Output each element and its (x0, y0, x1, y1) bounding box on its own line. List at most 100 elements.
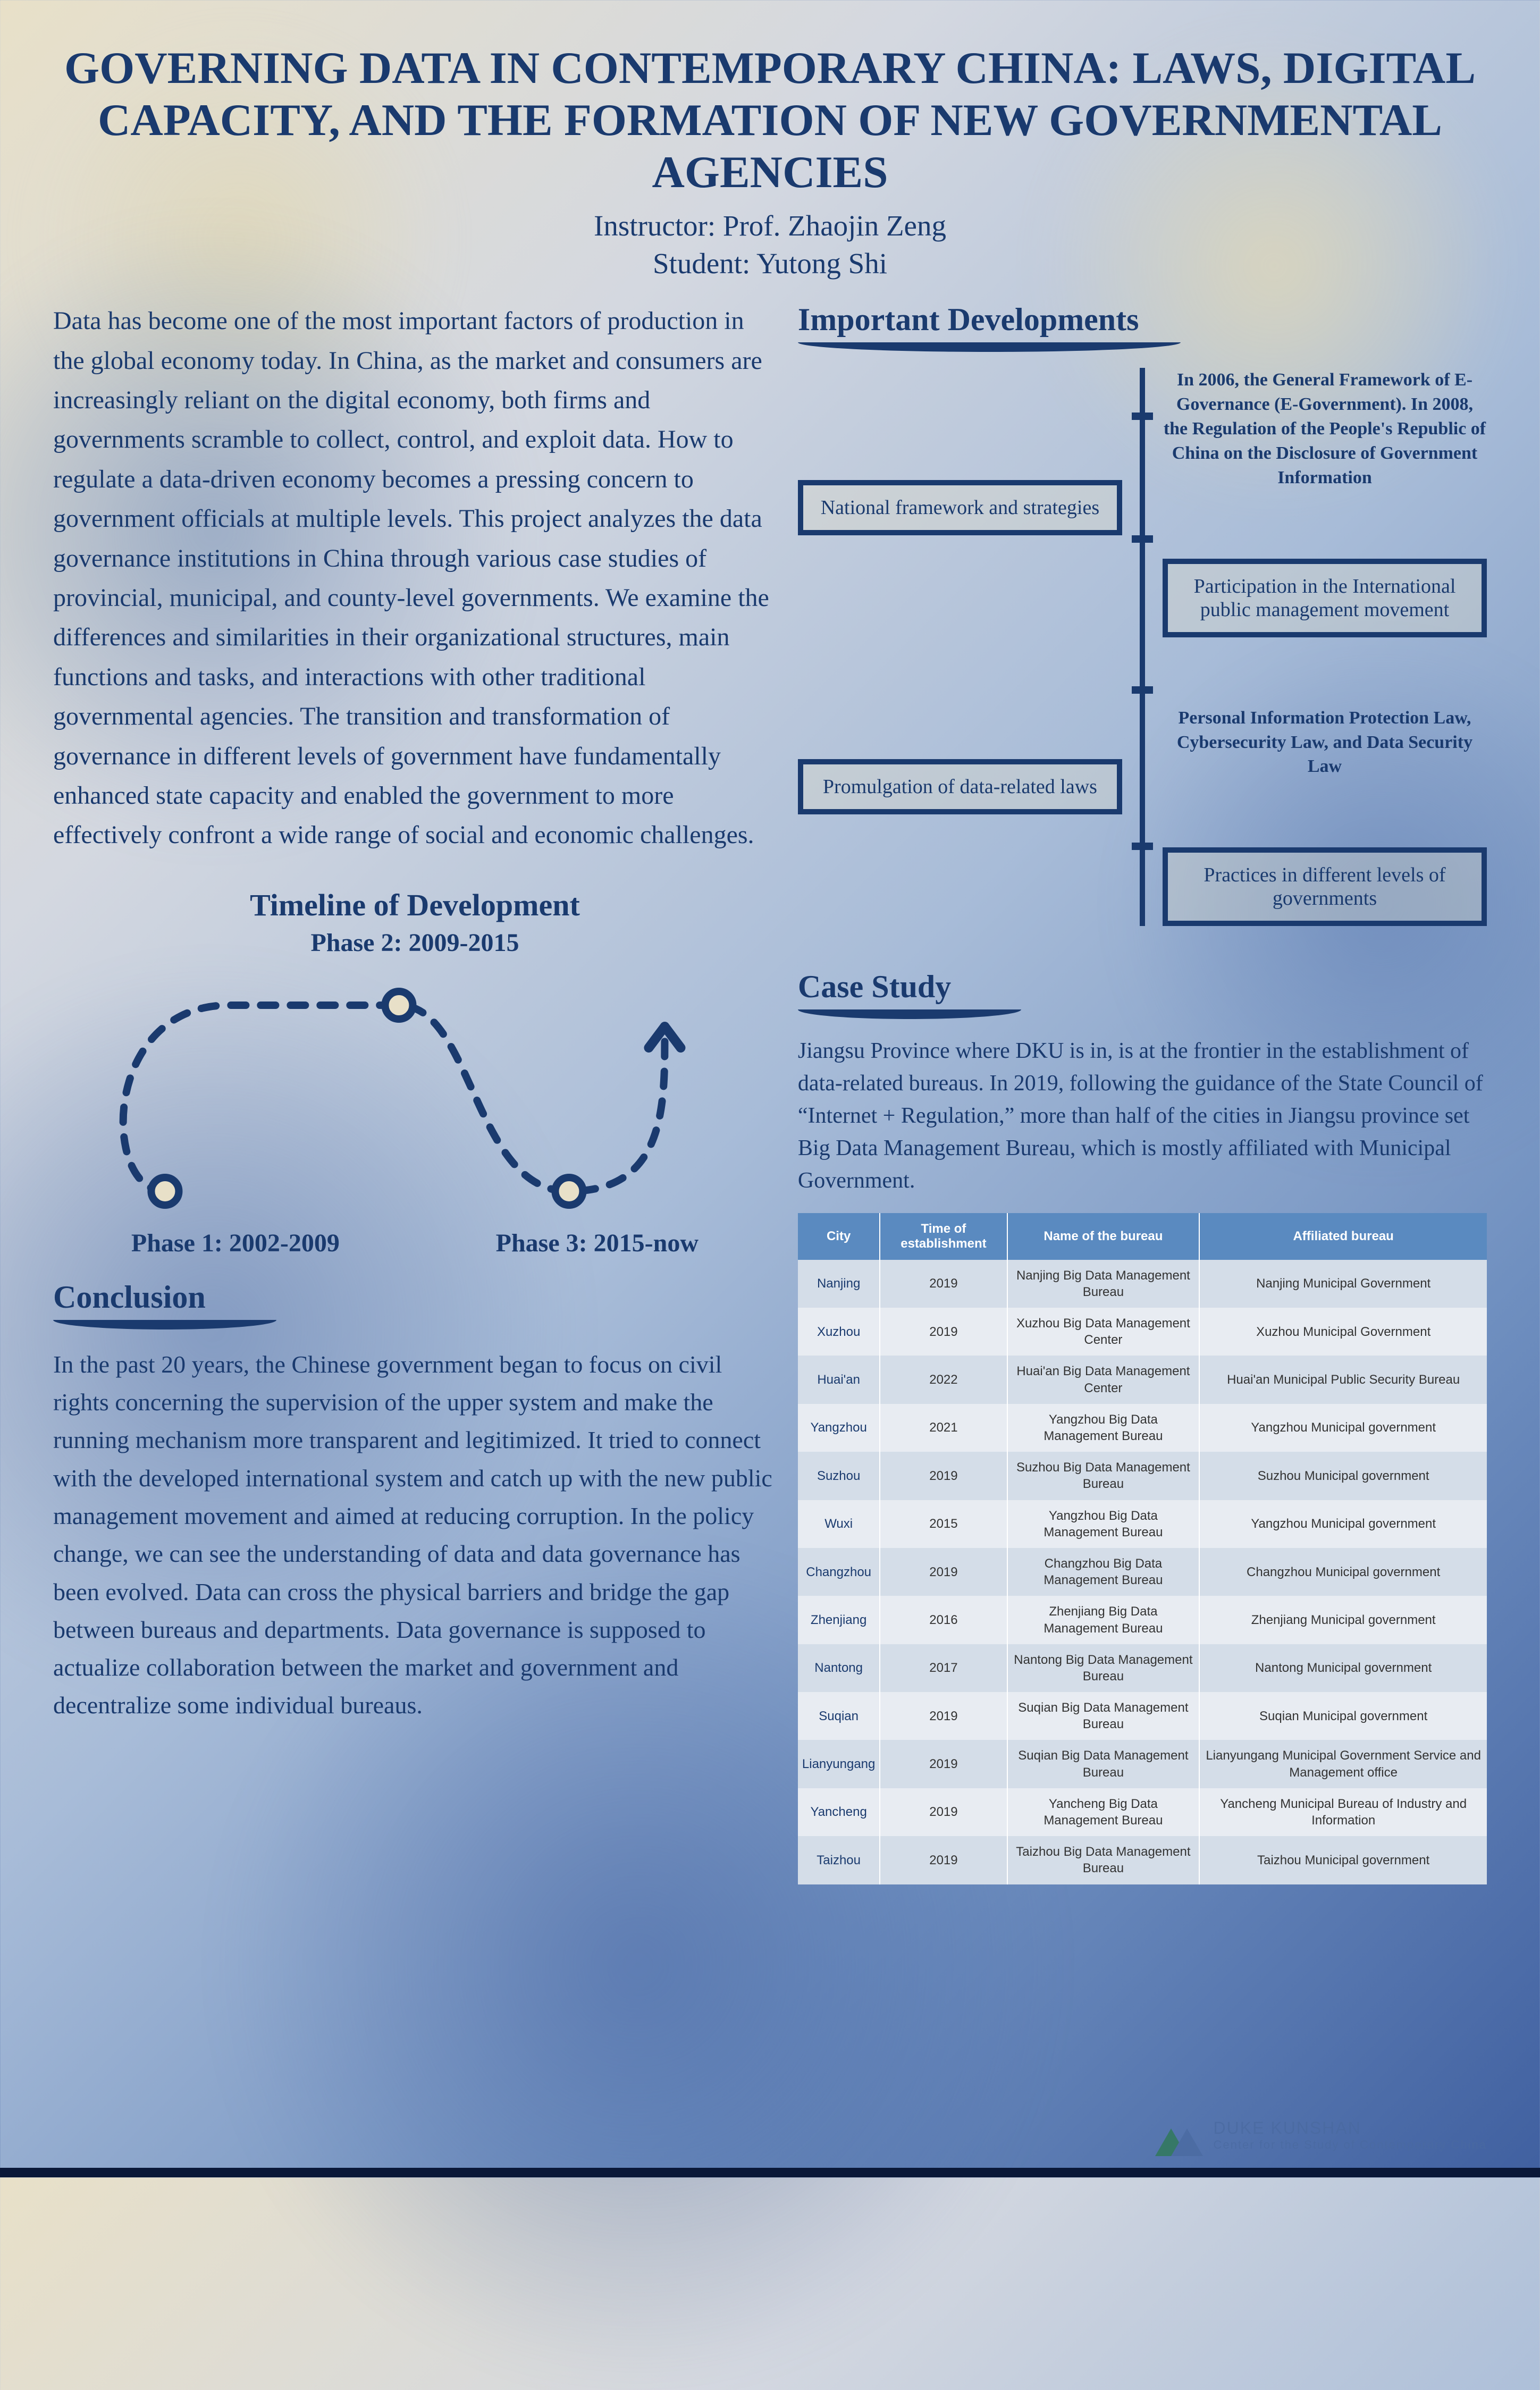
table-cell: 2019 (880, 1308, 1007, 1356)
table-header-cell: Name of the bureau (1007, 1213, 1200, 1260)
student-line: Student: Yutong Shi (53, 247, 1487, 280)
table-cell: Lianyungang (798, 1740, 880, 1788)
table-header-cell: City (798, 1213, 880, 1260)
table-cell: Taizhou Big Data Management Bureau (1007, 1836, 1200, 1884)
table-cell: Suzhou (798, 1452, 880, 1500)
timeline-curve (53, 973, 777, 1228)
timeline-phase-3: Phase 3: 2015-now (496, 1228, 699, 1258)
table-row: Yangzhou2021Yangzhou Big Data Management… (798, 1404, 1487, 1452)
dev-timeline-line (1138, 368, 1147, 926)
table-cell: Xuzhou (798, 1308, 880, 1356)
timeline-heading: Timeline of Development (53, 887, 777, 923)
table-cell: 2019 (880, 1260, 1007, 1308)
table-cell: 2022 (880, 1356, 1007, 1403)
case-text: Jiangsu Province where DKU is in, is at … (798, 1035, 1487, 1197)
instructor-line: Instructor: Prof. Zhaojin Zeng (53, 209, 1487, 242)
dev-box-practices: Practices in different levels of governm… (1163, 847, 1487, 926)
table-cell: 2016 (880, 1596, 1007, 1644)
bureau-table: CityTime of establishmentName of the bur… (798, 1213, 1487, 1884)
table-cell: Suqian (798, 1692, 880, 1740)
table-cell: 2017 (880, 1644, 1007, 1692)
institution-logo: DUKE KUNSHAN Center for the Study of Con… (1155, 2114, 1487, 2156)
table-cell: 2019 (880, 1452, 1007, 1500)
table-row: Nanjing2019Nanjing Big Data Management B… (798, 1260, 1487, 1308)
table-cell: Zhenjiang Municipal government (1199, 1596, 1487, 1644)
table-cell: Xuzhou Municipal Government (1199, 1308, 1487, 1356)
table-cell: Lianyungang Municipal Government Service… (1199, 1740, 1487, 1788)
table-row: Yancheng2019Yancheng Big Data Management… (798, 1788, 1487, 1836)
table-cell: Huai'an Municipal Public Security Bureau (1199, 1356, 1487, 1403)
table-cell: Changzhou (798, 1548, 880, 1596)
table-cell: Nantong (798, 1644, 880, 1692)
table-cell: Nantong Big Data Management Bureau (1007, 1644, 1200, 1692)
table-cell: Nanjing (798, 1260, 880, 1308)
case-heading: Case Study (798, 969, 1487, 1005)
table-cell: Wuxi (798, 1500, 880, 1548)
table-row: Changzhou2019Changzhou Big Data Manageme… (798, 1548, 1487, 1596)
underline-swoosh (53, 1320, 276, 1329)
timeline-phase-1: Phase 1: 2002-2009 (131, 1228, 340, 1258)
table-cell: Suqian Big Data Management Bureau (1007, 1740, 1200, 1788)
table-cell: Changzhou Big Data Management Bureau (1007, 1548, 1200, 1596)
table-cell: 2015 (880, 1500, 1007, 1548)
abstract-text: Data has become one of the most importan… (53, 301, 777, 855)
logo-line-1: DUKE KUNSHAN (1214, 2118, 1487, 2138)
table-cell: Changzhou Municipal government (1199, 1548, 1487, 1596)
table-cell: Zhenjiang (798, 1596, 880, 1644)
table-cell: Taizhou Municipal government (1199, 1836, 1487, 1884)
table-cell: Yangzhou (798, 1404, 880, 1452)
table-cell: Nanjing Big Data Management Bureau (1007, 1260, 1200, 1308)
table-cell: 2019 (880, 1548, 1007, 1596)
table-header-cell: Time of establishment (880, 1213, 1007, 1260)
table-cell: 2021 (880, 1404, 1007, 1452)
poster-title: GOVERNING DATA IN CONTEMPORARY CHINA: LA… (53, 43, 1487, 198)
table-cell: Nanjing Municipal Government (1199, 1260, 1487, 1308)
table-cell: Yancheng Big Data Management Bureau (1007, 1788, 1200, 1836)
logo-triangle-icon (1155, 2114, 1203, 2156)
underline-swoosh (798, 342, 1181, 352)
table-row: Taizhou2019Taizhou Big Data Management B… (798, 1836, 1487, 1884)
table-cell: Suzhou Municipal government (1199, 1452, 1487, 1500)
table-cell: Taizhou (798, 1836, 880, 1884)
conclusion-text: In the past 20 years, the Chinese govern… (53, 1345, 777, 1724)
table-header-cell: Affiliated bureau (1199, 1213, 1487, 1260)
table-row: Xuzhou2019Xuzhou Big Data Management Cen… (798, 1308, 1487, 1356)
table-cell: Zhenjiang Big Data Management Bureau (1007, 1596, 1200, 1644)
table-cell: Suqian Municipal government (1199, 1692, 1487, 1740)
timeline-phase-2: Phase 2: 2009-2015 (53, 928, 777, 957)
table-cell: Nantong Municipal government (1199, 1644, 1487, 1692)
dev-box-laws: Promulgation of data-related laws (798, 759, 1122, 814)
developments-heading: Important Developments (798, 301, 1487, 338)
table-row: Lianyungang2019Suqian Big Data Managemen… (798, 1740, 1487, 1788)
table-row: Zhenjiang2016Zhenjiang Big Data Manageme… (798, 1596, 1487, 1644)
table-cell: Yancheng Municipal Bureau of Industry an… (1199, 1788, 1487, 1836)
table-row: Suqian2019Suqian Big Data Management Bur… (798, 1692, 1487, 1740)
table-cell: Yangzhou Municipal government (1199, 1404, 1487, 1452)
table-cell: Huai'an (798, 1356, 880, 1403)
dev-box-intl: Participation in the International publi… (1163, 559, 1487, 637)
table-cell: Yangzhou Big Data Management Bureau (1007, 1404, 1200, 1452)
table-cell: Suqian Big Data Management Bureau (1007, 1692, 1200, 1740)
table-row: Nantong2017Nantong Big Data Management B… (798, 1644, 1487, 1692)
table-cell: Huai'an Big Data Management Center (1007, 1356, 1200, 1403)
table-cell: Xuzhou Big Data Management Center (1007, 1308, 1200, 1356)
table-cell: Yancheng (798, 1788, 880, 1836)
table-row: Suzhou2019Suzhou Big Data Management Bur… (798, 1452, 1487, 1500)
table-cell: Suzhou Big Data Management Bureau (1007, 1452, 1200, 1500)
logo-line-2: Center for the Study of Contemporary Chi… (1214, 2138, 1487, 2152)
conclusion-heading: Conclusion (53, 1279, 777, 1316)
table-cell: 2019 (880, 1788, 1007, 1836)
dev-text-pipl: Personal Information Protection Law, Cyb… (1163, 706, 1487, 779)
s-curve-svg (53, 973, 777, 1228)
table-cell: 2019 (880, 1836, 1007, 1884)
table-row: Wuxi2015Yangzhou Big Data Management Bur… (798, 1500, 1487, 1548)
table-cell: 2019 (880, 1692, 1007, 1740)
table-row: Huai'an2022Huai'an Big Data Management C… (798, 1356, 1487, 1403)
table-cell: Yangzhou Municipal government (1199, 1500, 1487, 1548)
table-cell: Yangzhou Big Data Management Bureau (1007, 1500, 1200, 1548)
dev-text-egov: In 2006, the General Framework of E-Gove… (1163, 368, 1487, 490)
dev-box-framework: National framework and strategies (798, 480, 1122, 535)
underline-swoosh (798, 1009, 1021, 1019)
table-cell: 2019 (880, 1740, 1007, 1788)
bottom-edge-strip (0, 2168, 1540, 2177)
